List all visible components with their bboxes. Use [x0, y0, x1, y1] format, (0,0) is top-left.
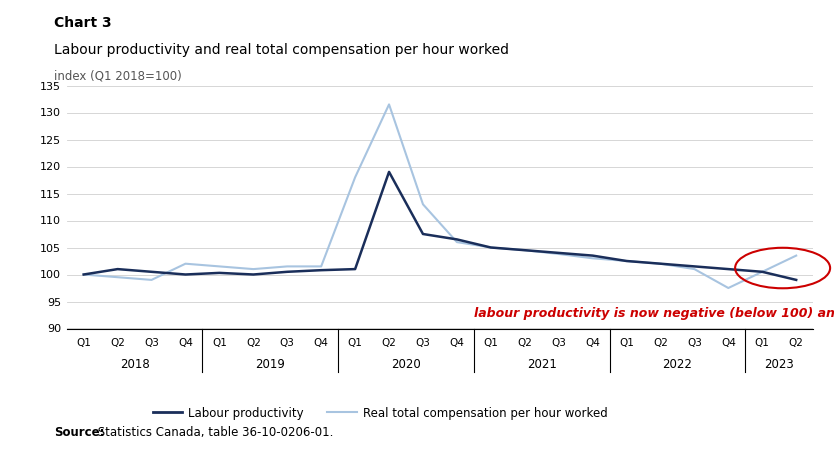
- Text: Q4: Q4: [314, 338, 329, 348]
- Text: Source:: Source:: [54, 426, 105, 439]
- Text: 2021: 2021: [527, 358, 556, 371]
- Text: labour productivity is now negative (below 100) and falling!: labour productivity is now negative (bel…: [474, 307, 834, 320]
- Text: Q1: Q1: [619, 338, 634, 348]
- Legend: Labour productivity, Real total compensation per hour worked: Labour productivity, Real total compensa…: [148, 402, 612, 425]
- Text: Q1: Q1: [348, 338, 363, 348]
- Text: 2020: 2020: [391, 358, 421, 371]
- Text: Chart 3: Chart 3: [54, 16, 112, 30]
- Text: Q3: Q3: [280, 338, 294, 348]
- Text: index (Q1 2018=100): index (Q1 2018=100): [54, 70, 182, 83]
- Text: Q2: Q2: [110, 338, 125, 348]
- Text: Q4: Q4: [585, 338, 600, 348]
- Text: Q2: Q2: [517, 338, 532, 348]
- Text: 2022: 2022: [662, 358, 692, 371]
- Text: Labour productivity and real total compensation per hour worked: Labour productivity and real total compe…: [54, 43, 510, 57]
- Text: Q3: Q3: [144, 338, 159, 348]
- Text: Q4: Q4: [450, 338, 465, 348]
- Text: Q1: Q1: [76, 338, 91, 348]
- Text: Q2: Q2: [653, 338, 668, 348]
- Text: Statistics Canada, table 36-10-0206-01.: Statistics Canada, table 36-10-0206-01.: [94, 426, 334, 439]
- Text: Q4: Q4: [721, 338, 736, 348]
- Text: 2023: 2023: [764, 358, 794, 371]
- Text: Q3: Q3: [551, 338, 566, 348]
- Text: Q1: Q1: [212, 338, 227, 348]
- Text: Q2: Q2: [789, 338, 804, 348]
- Text: Q1: Q1: [484, 338, 498, 348]
- Text: Q2: Q2: [382, 338, 396, 348]
- Text: Q4: Q4: [178, 338, 193, 348]
- Text: 2019: 2019: [255, 358, 285, 371]
- Text: Q2: Q2: [246, 338, 261, 348]
- Text: 2018: 2018: [120, 358, 149, 371]
- Text: Q3: Q3: [687, 338, 702, 348]
- Text: Q1: Q1: [755, 338, 770, 348]
- Text: Q3: Q3: [415, 338, 430, 348]
